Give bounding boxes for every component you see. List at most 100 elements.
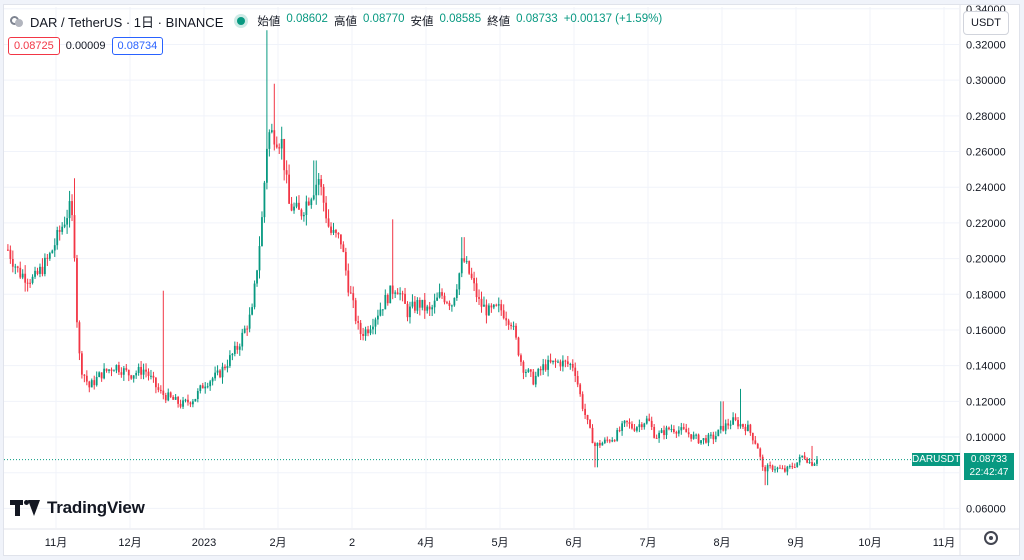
- candle-body: [414, 301, 416, 311]
- candle-body: [268, 132, 271, 149]
- candle-body: [584, 408, 586, 415]
- candle-body: [243, 328, 246, 333]
- trade-bar: 0.08725 0.00009 0.08734: [8, 37, 164, 55]
- candle-body: [490, 305, 493, 308]
- symbol-title[interactable]: DAR / TetherUS · 1日 · BINANCE: [30, 14, 224, 30]
- candle-body: [645, 418, 648, 424]
- candle-body: [310, 199, 313, 206]
- candle-body: [364, 329, 367, 336]
- candle-body: [340, 234, 342, 245]
- candle-body: [288, 174, 290, 204]
- candle-body: [78, 322, 81, 354]
- candle-body: [145, 369, 147, 372]
- x-tick-label: 10月: [858, 537, 881, 549]
- candle-body: [172, 396, 175, 400]
- price-chart[interactable]: 0.060000.080000.100000.120000.140000.160…: [4, 5, 1019, 555]
- candle-body: [251, 307, 253, 315]
- candle-body: [58, 230, 61, 232]
- close-label: 終値: [487, 16, 511, 28]
- candle-body: [594, 443, 596, 447]
- candle-body: [7, 249, 9, 251]
- y-tick-label: 0.20000: [966, 254, 1006, 266]
- candle-body: [628, 422, 631, 424]
- candle-body: [574, 367, 577, 376]
- candle-body: [717, 429, 720, 437]
- candle-body: [53, 245, 56, 251]
- candle-body: [164, 395, 167, 401]
- candle-body: [26, 282, 29, 284]
- candle-body: [774, 469, 776, 471]
- y-tick-label: 0.12000: [966, 396, 1006, 408]
- candle-body: [182, 400, 184, 407]
- candle-body: [246, 328, 249, 330]
- candle-body: [236, 345, 239, 350]
- candle-body: [377, 315, 379, 320]
- candle-body: [675, 431, 678, 434]
- candle-body: [601, 442, 604, 446]
- candle-body: [34, 270, 36, 277]
- candle-body: [219, 370, 221, 378]
- candle-body: [238, 346, 241, 350]
- candle-body: [665, 427, 668, 436]
- candle-body: [273, 130, 276, 145]
- candle-body: [623, 420, 626, 424]
- x-tick-label: 6月: [565, 537, 582, 549]
- candle-body: [307, 201, 310, 206]
- candle-body: [707, 434, 710, 443]
- candle-body: [36, 270, 39, 274]
- candle-body: [608, 440, 611, 442]
- candle-body: [621, 423, 623, 431]
- candle-body: [475, 283, 478, 298]
- candle-body: [81, 353, 83, 375]
- candle-body: [673, 429, 675, 432]
- candle-body: [409, 306, 411, 318]
- candle-body: [396, 292, 399, 295]
- buy-button[interactable]: 0.08734: [111, 37, 164, 55]
- candle-body: [557, 361, 559, 363]
- candle-body: [73, 215, 76, 259]
- x-tick-label: 5月: [491, 537, 508, 549]
- candle-body: [816, 459, 818, 464]
- candle-body: [401, 293, 404, 295]
- candle-body: [690, 434, 693, 439]
- tradingview-logo[interactable]: TradingView: [10, 498, 145, 518]
- candle-body: [571, 363, 574, 368]
- candle-body: [438, 292, 441, 298]
- candle-body: [85, 375, 88, 382]
- candle-body: [547, 359, 549, 370]
- candle-body: [285, 170, 288, 175]
- candle-body: [248, 314, 251, 329]
- candle-body: [295, 202, 298, 207]
- candle-body: [9, 249, 12, 259]
- candle-body: [586, 414, 589, 420]
- candle-body: [103, 368, 105, 379]
- candle-body: [603, 439, 606, 443]
- candle-body: [66, 218, 68, 225]
- candle-body: [643, 423, 646, 428]
- candle-body: [399, 293, 401, 295]
- candle-body: [465, 261, 468, 263]
- candle-body: [803, 455, 806, 459]
- currency-button[interactable]: USDT: [963, 11, 1009, 35]
- candle-body: [174, 396, 177, 400]
- y-tick-label: 0.06000: [966, 503, 1006, 515]
- candle-body: [221, 366, 224, 378]
- candle-body: [724, 423, 727, 431]
- candle-body: [611, 440, 614, 442]
- candle-body: [722, 425, 725, 431]
- candle-body: [544, 364, 547, 370]
- y-tick-label: 0.14000: [966, 361, 1006, 373]
- market-status-icon[interactable]: [237, 17, 246, 25]
- candle-body: [411, 301, 414, 307]
- candle-body: [478, 297, 480, 299]
- sell-button[interactable]: 0.08725: [8, 37, 60, 55]
- candle-body: [431, 307, 434, 310]
- x-tick-label: 11月: [45, 537, 67, 549]
- candle-body: [756, 443, 759, 449]
- candle-body: [169, 392, 172, 397]
- settings-gear-icon[interactable]: [984, 531, 998, 545]
- candle-body: [48, 253, 51, 259]
- candle-body: [497, 304, 500, 306]
- candle-body: [441, 292, 443, 296]
- candle-body: [189, 402, 192, 405]
